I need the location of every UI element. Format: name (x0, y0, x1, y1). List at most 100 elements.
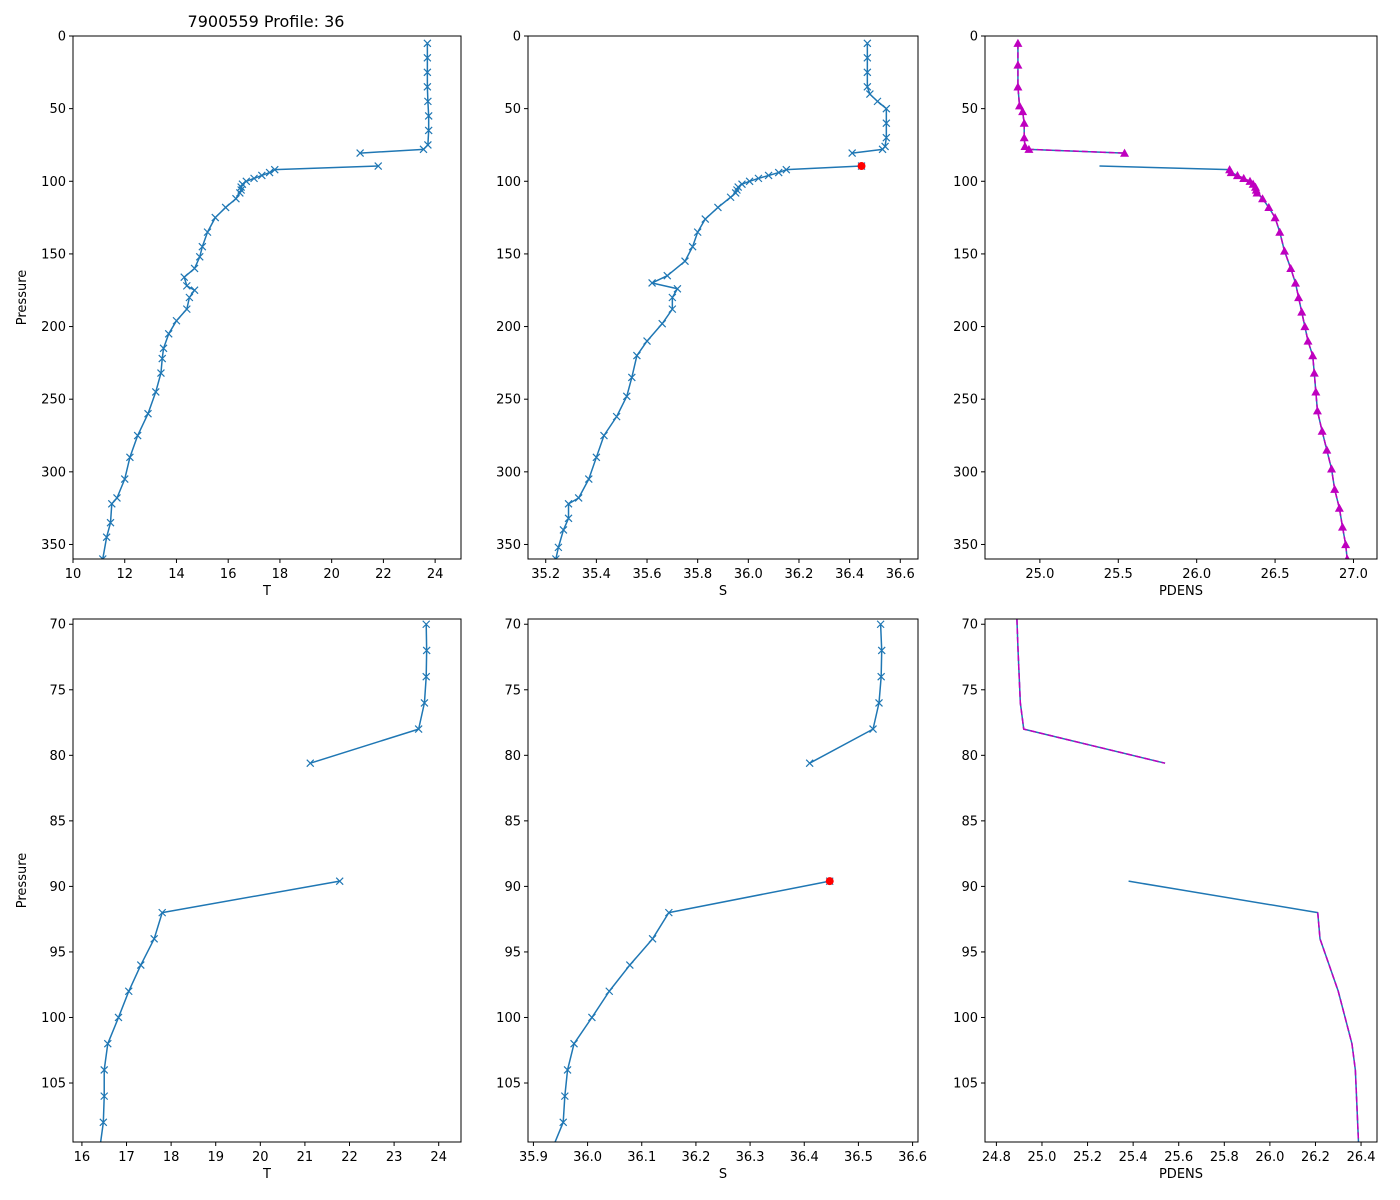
data-point-x-marker (882, 104, 891, 113)
data-point-x-marker (664, 908, 673, 917)
data-point-x-marker (863, 82, 872, 91)
data-point-x-marker (124, 987, 133, 996)
xtick-label: 22 (341, 1150, 358, 1165)
ytick-label: 350 (496, 538, 521, 553)
data-point-x-marker (782, 165, 791, 174)
xtick-label: 25.6 (1164, 1150, 1193, 1165)
axes-frame (72, 35, 462, 560)
xtick-label: 18 (272, 567, 289, 582)
data-point-triangle-marker (1018, 107, 1028, 116)
series-line-s (809, 624, 883, 764)
ytick-label: 80 (504, 749, 521, 764)
data-point-x-marker (587, 1013, 596, 1022)
data-point-x-marker (180, 273, 189, 282)
series-line-pdens-flag (1017, 43, 1125, 154)
data-point-x-marker (125, 453, 134, 462)
ytick-label: 200 (496, 320, 521, 335)
data-point-x-marker (673, 284, 682, 293)
ytick-label: 105 (953, 1077, 978, 1092)
ytick-label: 80 (49, 749, 66, 764)
data-point-x-marker (419, 145, 428, 154)
data-point-x-marker (693, 228, 702, 237)
series-line-t (310, 624, 428, 764)
xtick-label: 35.2 (531, 567, 560, 582)
data-point-x-marker (865, 90, 874, 99)
data-point-triangle-marker (1297, 307, 1307, 316)
data-point-x-marker (190, 264, 199, 273)
data-point-x-marker (423, 39, 432, 48)
ytick-label: 105 (496, 1077, 521, 1092)
y-axis-label: Pressure (15, 853, 30, 909)
ytick-label: 100 (41, 175, 66, 190)
data-point-x-marker (265, 168, 274, 177)
ytick-label: 0 (58, 30, 66, 45)
data-point-x-marker (100, 1092, 109, 1101)
data-point-x-marker (564, 514, 573, 523)
data-point-x-marker (158, 354, 167, 363)
axes-frame (984, 35, 1378, 560)
data-point-x-marker (882, 119, 891, 128)
xtick-label: 19 (207, 1150, 224, 1165)
data-point-x-marker (102, 533, 111, 542)
xtick-label: 26.5 (1261, 567, 1290, 582)
xtick-label: 23 (386, 1150, 403, 1165)
ytick-label: 100 (953, 1011, 978, 1026)
panels: 10 12 14 16 18 20 22 24050100150200250300350TPr… (15, 30, 1378, 1182)
figure-title: 7900559 Profile: 36 (188, 12, 345, 31)
plot-area (1016, 619, 1360, 1142)
x-axis-label: PDENS (1159, 584, 1203, 599)
data-point-x-marker (423, 82, 432, 91)
plot-area (99, 620, 431, 1142)
data-point-x-marker (98, 555, 107, 559)
xtick-label: 26.2 (1301, 1150, 1330, 1165)
data-point-triangle-marker (1317, 426, 1327, 435)
xtick-label: 25.8 (1210, 1150, 1239, 1165)
data-point-x-marker (374, 162, 383, 170)
xtick-label: 10 (65, 567, 82, 582)
data-point-x-marker (172, 316, 181, 325)
data-point-x-marker (745, 177, 754, 186)
xtick-label: 20 (323, 567, 340, 582)
data-point-x-marker (701, 215, 710, 223)
xtick-label: 27.0 (1339, 567, 1368, 582)
xtick-label: 22 (375, 567, 392, 582)
series-line-pdens (1016, 619, 1166, 764)
ytick-label: 200 (953, 320, 978, 335)
data-point-x-marker (863, 68, 872, 77)
axes-frame (527, 618, 919, 1143)
xtick-label: 36.1 (627, 1150, 656, 1165)
data-point-triangle-marker (1308, 351, 1318, 360)
data-point-x-marker (356, 149, 365, 158)
ytick-label: 250 (496, 393, 521, 408)
data-point-triangle-marker (1341, 539, 1351, 549)
xtick-label: 36.2 (681, 1150, 710, 1165)
xtick-label: 25.2 (1073, 1150, 1102, 1165)
data-point-x-marker (185, 293, 194, 302)
xtick-label: 24 (430, 1150, 447, 1165)
data-point-x-marker (157, 369, 165, 377)
data-point-triangle-marker (1013, 82, 1023, 91)
data-point-x-marker (668, 305, 677, 314)
data-point-x-marker (232, 194, 240, 203)
ytick-label: 90 (49, 880, 66, 895)
data-point-x-marker (584, 475, 593, 484)
data-point-x-marker (133, 431, 142, 440)
data-point-triangle-marker (1120, 148, 1130, 157)
ytick-label: 85 (961, 814, 978, 829)
data-point-x-marker (257, 171, 266, 180)
ytick-label: 50 (961, 102, 978, 117)
ytick-label: 80 (961, 749, 978, 764)
ytick-label: 150 (41, 247, 66, 262)
data-point-x-marker (658, 319, 667, 328)
data-point-x-marker (570, 1039, 578, 1048)
ytick-label: 300 (41, 465, 66, 480)
xtick-label: 36.0 (734, 567, 763, 582)
data-point-triangle-marker (1330, 484, 1340, 493)
data-point-x-marker (805, 759, 814, 768)
data-point-x-marker (774, 168, 783, 177)
data-point-x-marker (714, 203, 722, 212)
data-point-triangle-marker (1270, 213, 1280, 222)
data-point-x-marker (559, 526, 568, 534)
data-point-x-marker (627, 373, 636, 382)
data-point-x-marker (424, 126, 433, 135)
